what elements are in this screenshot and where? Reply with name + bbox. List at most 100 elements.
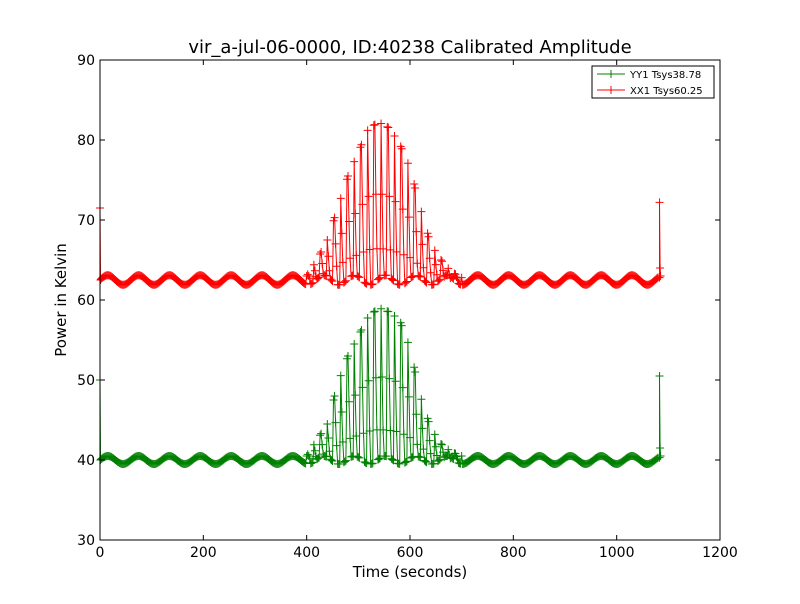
data-point-marker xyxy=(359,429,368,438)
data-point-marker xyxy=(337,408,346,417)
data-point-marker xyxy=(326,275,335,284)
data-point-marker xyxy=(444,264,453,273)
data-point-marker xyxy=(331,239,340,248)
data-point-marker xyxy=(351,391,360,400)
data-point-marker xyxy=(378,190,387,199)
data-point-marker xyxy=(386,245,395,254)
data-point-marker xyxy=(454,279,463,288)
data-point-marker xyxy=(406,253,414,262)
data-point-marker xyxy=(339,278,348,287)
series-markers xyxy=(96,304,665,468)
series-yy1 xyxy=(96,304,665,468)
data-point-marker xyxy=(432,270,441,279)
data-point-marker xyxy=(335,459,344,468)
data-point-marker xyxy=(402,277,411,286)
data-point-marker xyxy=(331,418,340,427)
y-tick-label: 90 xyxy=(77,53,95,69)
legend-item-yy1: YY1 Tsys38.78 xyxy=(597,70,701,81)
data-point-marker xyxy=(354,272,363,281)
data-point-marker xyxy=(306,459,315,468)
data-point-marker xyxy=(317,429,326,438)
data-point-marker xyxy=(355,453,364,462)
data-point-marker xyxy=(344,352,352,360)
data-point-marker xyxy=(457,273,466,282)
data-point-marker xyxy=(453,454,462,463)
data-point-marker xyxy=(338,258,347,267)
data-point-marker xyxy=(435,275,444,284)
data-point-marker xyxy=(369,121,378,130)
data-point-marker xyxy=(415,452,424,461)
data-point-marker xyxy=(328,456,337,465)
data-point-marker xyxy=(350,157,359,166)
data-point-marker xyxy=(438,257,447,266)
data-point-marker xyxy=(329,396,338,404)
data-point-marker xyxy=(387,274,396,283)
data-point-marker xyxy=(418,240,427,249)
data-point-marker xyxy=(382,271,391,280)
data-point-marker xyxy=(377,119,386,128)
data-point-marker xyxy=(337,229,346,238)
data-point-marker xyxy=(316,431,325,440)
data-point-marker xyxy=(419,263,428,272)
data-point-marker xyxy=(327,276,336,285)
data-point-marker xyxy=(358,200,367,209)
data-point-marker xyxy=(379,425,388,434)
data-point-marker xyxy=(370,307,379,316)
data-point-marker xyxy=(431,260,440,269)
y-axis-label: Power in Kelvin xyxy=(52,243,70,357)
data-point-marker xyxy=(651,455,660,464)
data-point-marker xyxy=(345,397,354,406)
data-point-marker xyxy=(411,184,420,192)
data-point-marker xyxy=(656,272,665,280)
data-point-marker xyxy=(373,455,382,464)
data-point-marker xyxy=(438,440,447,449)
x-tick-label: 0 xyxy=(96,545,105,561)
data-point-marker xyxy=(365,427,374,436)
data-point-marker xyxy=(384,307,393,316)
data-point-marker xyxy=(323,420,332,428)
series-markers xyxy=(96,119,665,289)
data-point-marker xyxy=(354,453,363,462)
data-point-marker xyxy=(360,457,369,466)
data-point-marker xyxy=(376,454,385,463)
data-point-marker xyxy=(306,280,315,289)
data-point-marker xyxy=(389,456,398,465)
data-point-marker xyxy=(413,440,422,449)
x-tick-label: 800 xyxy=(500,545,527,561)
data-point-marker xyxy=(352,432,361,440)
data-point-marker xyxy=(431,442,440,451)
data-point-marker xyxy=(397,144,406,153)
data-point-marker xyxy=(363,126,372,135)
data-point-marker xyxy=(305,274,314,283)
data-point-marker xyxy=(341,456,350,465)
x-tick-label: 1200 xyxy=(702,545,738,561)
data-point-marker xyxy=(313,274,321,283)
data-point-marker xyxy=(363,314,372,322)
data-point-marker xyxy=(424,232,433,241)
data-point-marker xyxy=(361,458,370,467)
data-point-marker xyxy=(299,458,308,467)
data-point-marker xyxy=(435,455,444,464)
data-point-marker xyxy=(651,275,660,284)
data-point-marker xyxy=(400,458,409,467)
data-point-marker xyxy=(383,122,392,131)
data-point-marker xyxy=(391,377,400,386)
data-point-marker xyxy=(450,269,459,278)
data-point-marker xyxy=(433,277,442,286)
data-point-marker xyxy=(364,376,373,385)
data-point-marker xyxy=(420,456,429,465)
data-point-marker xyxy=(404,213,413,222)
data-point-marker xyxy=(655,273,664,282)
data-point-marker xyxy=(373,275,382,284)
data-point-marker xyxy=(377,304,386,313)
data-point-marker xyxy=(407,273,416,282)
data-point-marker xyxy=(344,172,352,180)
data-point-marker xyxy=(341,276,350,285)
data-point-marker xyxy=(433,457,442,466)
y-tick-label: 60 xyxy=(77,293,95,309)
data-point-marker xyxy=(379,244,388,253)
data-point-marker xyxy=(423,229,432,238)
data-point-marker xyxy=(361,279,370,288)
data-point-marker xyxy=(388,455,397,464)
